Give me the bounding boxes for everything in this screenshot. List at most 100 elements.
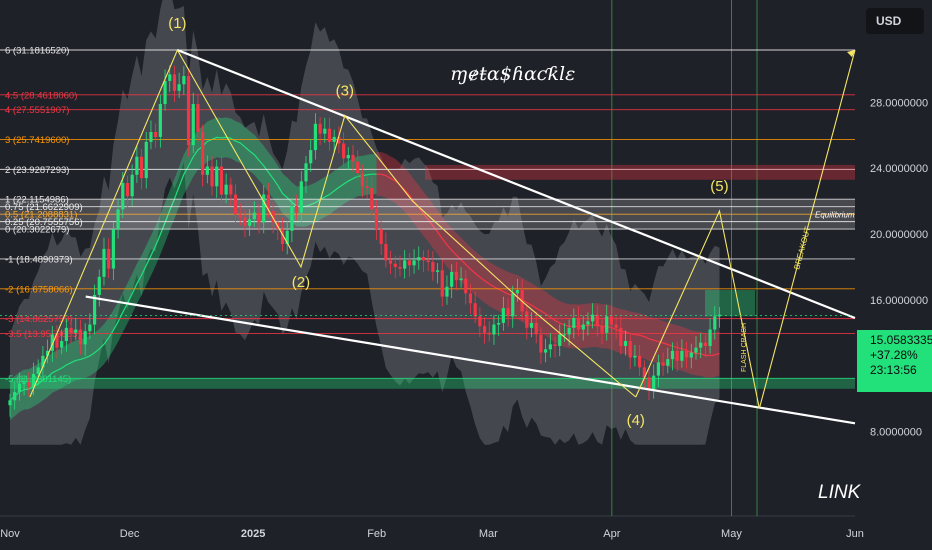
candle-body [318,123,322,134]
candle-body [31,373,36,388]
x-tick-label: 2025 [241,528,265,540]
candle-body [398,266,402,269]
candle-body [280,229,285,244]
breakout-zone [705,290,755,317]
fib-label: 2 (23.9287293) [5,165,69,176]
candle-body [201,131,205,175]
candle-body [290,206,294,231]
currency-button[interactable]: USD [866,8,924,34]
ma-line-green [9,136,377,401]
fib-label: 4.5 (28.4618060) [5,90,77,101]
candle-body [266,194,271,212]
candle-body [135,156,139,175]
fib-label: 0.5 (21.2088831) [5,210,77,221]
candle-body [675,350,679,361]
candle-body [285,230,289,244]
candle-body [196,104,200,132]
candle-body [8,400,12,406]
candle-body [421,257,426,261]
candle-body [337,136,341,144]
candle-body [139,156,144,179]
last-price-tag: 15.0583335 +37.28% 23:13:56 [857,330,932,392]
candle-body [407,260,411,266]
candle-body [41,355,45,368]
candle-body [60,341,64,348]
candle-body [154,131,158,137]
candle-body [661,362,665,366]
candle-body [548,344,552,350]
candle-body [88,324,92,332]
candle-body [92,294,97,325]
candle-body [539,334,543,353]
candle-body [205,166,209,175]
candle-body [233,194,238,215]
bar-countdown: 23:13:56 [870,363,917,377]
candle-body [248,219,252,226]
candle-body [163,80,167,105]
candle-body [717,314,722,317]
candle-body [553,344,557,346]
candle-body [36,367,40,374]
candle-body [562,334,567,336]
candle-body [55,334,59,348]
candle-body [219,166,224,195]
candle-body [224,184,228,195]
candle-body [609,316,614,325]
candle-body [107,248,111,269]
candle-body [130,174,134,197]
x-tick-label: Nov [0,528,20,540]
resistance-zone [425,164,855,180]
candle-body [619,327,623,346]
annotation-equilibrium: Equilibrium [815,210,855,219]
candle-body [642,367,646,378]
annotation-flash-crash: FLASH CRASH [741,323,748,372]
candle-body [186,76,191,146]
candle-body [459,278,463,281]
candle-body [515,290,520,294]
y-tick-label: 20.0000000 [870,229,928,241]
author-watermark: ɱɇŧɑ$ɦɑƈƙlɛ [450,63,575,85]
support-zone [0,378,855,389]
candle-body [647,377,651,391]
y-tick-label: 16.0000000 [870,295,928,307]
candle-body [299,181,303,213]
candle-body [116,209,120,230]
candle-body [529,322,534,328]
candle-body [351,155,355,162]
candle-body [243,217,247,226]
fib-label: 1 (22.1154986) [5,195,69,206]
candle-body [215,166,219,187]
candle-body [379,229,383,244]
candle-body [332,136,336,142]
candle-body [191,104,195,146]
candle-body [252,212,256,220]
candle-body [638,355,642,368]
fib-label: -1 (18.4890373) [5,254,73,265]
candle-body [497,322,501,325]
candle-body [271,211,275,223]
candle-body [666,359,670,366]
candle-body [83,331,87,345]
fib-label: -3.5 (13.9559605) [5,329,81,340]
candle-body [656,362,660,376]
candle-body [177,84,181,91]
fib-label: 6 (31.1816520) [5,46,69,57]
candle-body [262,194,266,223]
candle-body [614,324,618,328]
candle-body [323,128,327,134]
fib-label: 3 (25.7419600) [5,135,69,146]
candle-body [581,324,585,330]
wave-label: (1) [168,15,186,32]
x-tick-label: Mar [479,528,498,540]
candle-body [699,342,703,348]
candle-body [102,248,106,277]
last-price: 15.0583335 [870,333,932,347]
candle-body [591,314,595,322]
candle-body [158,104,162,137]
candle-body [694,347,698,353]
wave-label: (5) [710,178,728,195]
candle-body [360,173,364,187]
candle-body [168,74,172,81]
candle-body [356,161,360,174]
